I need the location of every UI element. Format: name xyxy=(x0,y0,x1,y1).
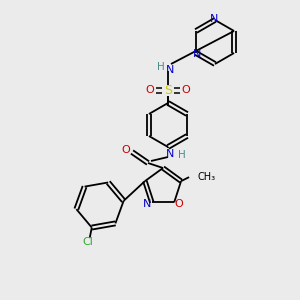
Text: Cl: Cl xyxy=(82,237,93,247)
Text: H: H xyxy=(157,62,165,72)
Text: N: N xyxy=(210,14,218,24)
Text: CH₃: CH₃ xyxy=(197,172,215,182)
Text: N: N xyxy=(193,49,201,59)
Text: N: N xyxy=(166,65,174,75)
Text: H: H xyxy=(178,150,186,160)
Text: O: O xyxy=(146,85,154,95)
Text: O: O xyxy=(122,145,130,155)
Text: O: O xyxy=(182,85,190,95)
Text: N: N xyxy=(142,200,151,209)
Text: O: O xyxy=(175,200,184,209)
Text: S: S xyxy=(164,83,172,97)
Text: N: N xyxy=(166,149,174,159)
